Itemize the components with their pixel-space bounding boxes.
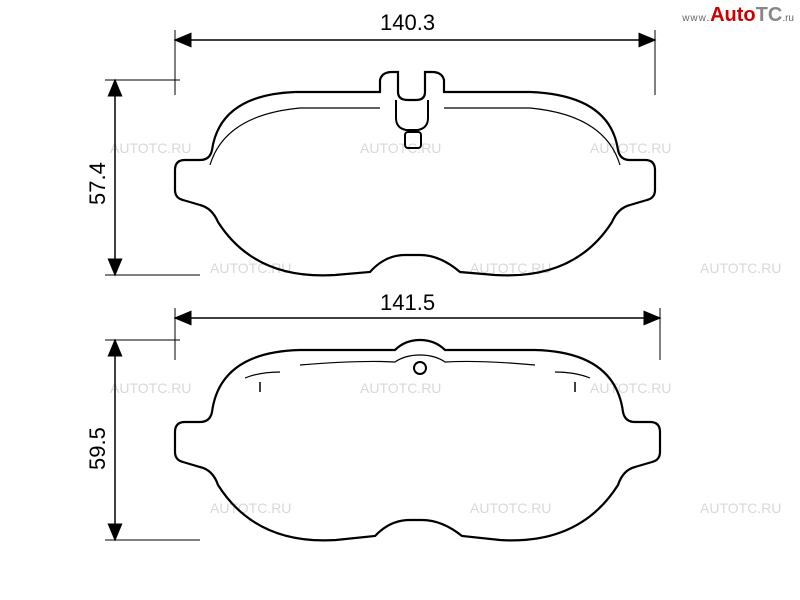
dim-top-height: 57.4 (85, 162, 111, 205)
pad-bottom-outline (175, 340, 660, 540)
drawing-canvas: brembo AUTOTC.RUAUTOTC.RUAUTOTC.RUAUTOTC… (0, 0, 800, 600)
dim-top-width: 140.3 (380, 10, 435, 36)
pad-top-outline (175, 72, 655, 275)
dim-bottom-height: 59.5 (85, 427, 111, 470)
dim-bottom-width: 141.5 (380, 290, 435, 316)
